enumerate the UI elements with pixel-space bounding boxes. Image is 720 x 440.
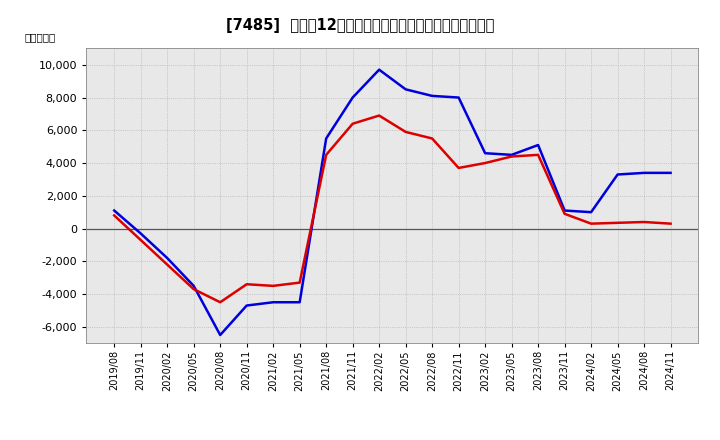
経常利益 <box>401 87 410 92</box>
当期純利益 <box>587 221 595 226</box>
当期純利益 <box>640 220 649 225</box>
Text: [7485]  利益だ12か月移動合計の対前年同期増減額の推移: [7485] 利益だ12か月移動合計の対前年同期増減額の推移 <box>226 18 494 33</box>
経常利益 <box>587 209 595 215</box>
経常利益 <box>534 143 542 148</box>
当期純利益 <box>375 113 384 118</box>
当期純利益 <box>481 161 490 166</box>
当期純利益 <box>110 213 119 218</box>
当期純利益 <box>508 154 516 159</box>
経常利益 <box>481 150 490 156</box>
経常利益 <box>322 136 330 141</box>
経常利益 <box>163 255 171 260</box>
経常利益 <box>269 300 277 305</box>
経常利益 <box>189 283 198 289</box>
当期純利益 <box>295 280 304 285</box>
経常利益 <box>560 208 569 213</box>
経常利益 <box>216 332 225 337</box>
Line: 当期純利益: 当期純利益 <box>114 116 670 302</box>
当期純利益 <box>163 262 171 267</box>
当期純利益 <box>666 221 675 226</box>
経常利益 <box>454 95 463 100</box>
経常利益 <box>243 303 251 308</box>
経常利益 <box>348 95 357 100</box>
経常利益 <box>508 152 516 158</box>
当期純利益 <box>613 220 622 225</box>
当期純利益 <box>189 286 198 292</box>
当期純利益 <box>322 152 330 158</box>
経常利益 <box>136 231 145 236</box>
当期純利益 <box>560 211 569 216</box>
経常利益 <box>375 67 384 72</box>
当期純利益 <box>401 129 410 135</box>
経常利益 <box>613 172 622 177</box>
Line: 経常利益: 経常利益 <box>114 70 670 335</box>
当期純利益 <box>348 121 357 126</box>
当期純利益 <box>269 283 277 289</box>
Text: （百万円）: （百万円） <box>25 33 56 43</box>
当期純利益 <box>428 136 436 141</box>
経常利益 <box>295 300 304 305</box>
当期純利益 <box>216 300 225 305</box>
当期純利益 <box>534 152 542 158</box>
当期純利益 <box>243 282 251 287</box>
経常利益 <box>666 170 675 176</box>
経常利益 <box>640 170 649 176</box>
当期純利益 <box>136 238 145 243</box>
当期純利益 <box>454 165 463 171</box>
経常利益 <box>110 208 119 213</box>
経常利益 <box>428 93 436 99</box>
